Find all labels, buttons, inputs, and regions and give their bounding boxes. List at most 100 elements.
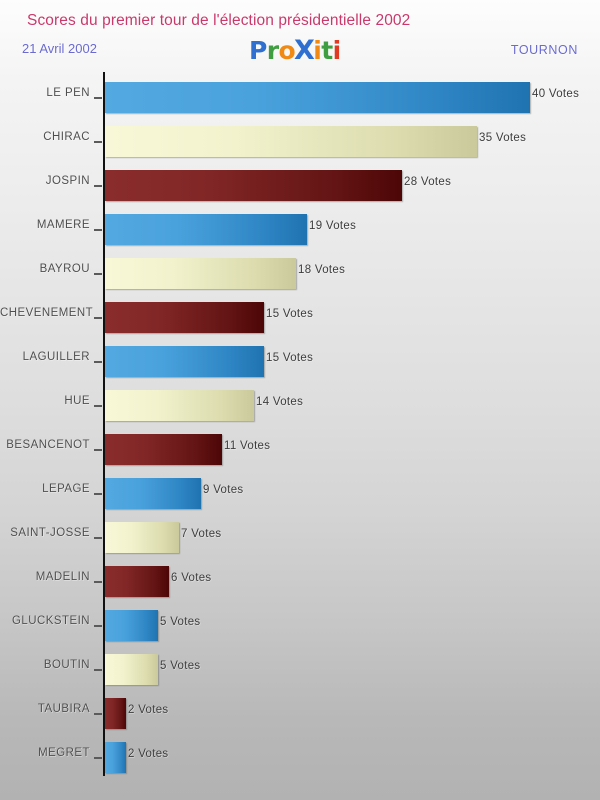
bar-category-label: JOSPIN <box>45 175 90 187</box>
bar-fill <box>105 434 222 465</box>
bar-category-label: CHEVENEMENT <box>0 307 94 319</box>
page-title: Scores du premier tour de l'élection pré… <box>27 12 411 29</box>
bar-row: JOSPIN 28 Votes <box>0 164 600 208</box>
bar-value-label: 6 Votes <box>171 572 212 584</box>
logo-letter-i-second: i <box>332 36 342 65</box>
bar-row: BESANCENOT 11 Votes <box>0 428 600 472</box>
logo-letter-t: t <box>321 36 333 65</box>
axis-tick-mark <box>94 757 102 759</box>
bar-value-label: 19 Votes <box>309 220 357 232</box>
bar-fill <box>105 258 296 289</box>
bar-value-label: 35 Votes <box>479 132 527 144</box>
bar-track <box>105 742 126 773</box>
axis-tick-mark <box>94 537 102 539</box>
bar-fill <box>105 302 264 333</box>
bar-fill <box>105 522 179 553</box>
axis-tick-mark <box>94 493 102 495</box>
bar-value-label: 5 Votes <box>160 660 201 672</box>
bar-track <box>105 126 477 157</box>
bar-category-label: LAGUILLER <box>22 351 90 363</box>
bar-row: GLUCKSTEIN 5 Votes <box>0 604 600 648</box>
bar-row: MADELIN 6 Votes <box>0 560 600 604</box>
logo-letter-i-first: i <box>313 36 322 65</box>
chart-header: Scores du premier tour de l'élection pré… <box>0 0 600 76</box>
bar-fill <box>105 214 307 245</box>
bar-track <box>105 346 264 377</box>
bar-row: BAYROU 18 Votes <box>0 252 600 296</box>
bar-value-label: 2 Votes <box>128 704 169 716</box>
axis-tick-mark <box>94 713 102 715</box>
bar-fill <box>105 698 126 729</box>
axis-tick-mark <box>94 229 102 231</box>
bar-row: LAGUILLER 15 Votes <box>0 340 600 384</box>
bar-category-label: BOUTIN <box>43 659 90 671</box>
bar-category-label: LE PEN <box>46 87 90 99</box>
bar-category-label: TAUBIRA <box>37 703 90 715</box>
bar-chart-plot-area: LE PEN 40 Votes CHIRAC 35 Votes JOSPIN 28 Vot… <box>0 72 600 792</box>
logo-letter-p: P <box>249 36 267 65</box>
bar-fill <box>105 82 530 113</box>
axis-tick-mark <box>94 317 102 319</box>
bar-fill <box>105 610 158 641</box>
axis-tick-mark <box>94 581 102 583</box>
bar-fill <box>105 478 201 509</box>
bar-track <box>105 258 296 289</box>
bar-fill <box>105 346 264 377</box>
axis-tick-mark <box>94 141 102 143</box>
location-label: TOURNON <box>510 43 578 57</box>
bar-track <box>105 214 307 245</box>
bar-track <box>105 566 169 597</box>
bar-track <box>105 434 222 465</box>
bar-value-label: 2 Votes <box>128 748 169 760</box>
bar-category-label: SAINT-JOSSE <box>10 527 90 539</box>
bar-track <box>105 478 201 509</box>
logo-letter-r: r <box>266 36 279 65</box>
bar-value-label: 40 Votes <box>532 88 580 100</box>
election-date-label: 21 Avril 2002 <box>22 41 97 56</box>
bar-category-label: GLUCKSTEIN <box>12 615 90 627</box>
axis-tick-mark <box>94 361 102 363</box>
bar-fill <box>105 170 402 201</box>
bar-fill <box>105 390 254 421</box>
bar-category-label: BESANCENOT <box>6 439 90 451</box>
proxiti-logo: ProXiti <box>249 36 341 66</box>
bar-track <box>105 522 179 553</box>
bar-row: SAINT-JOSSE 7 Votes <box>0 516 600 560</box>
bar-category-label: BAYROU <box>39 263 90 275</box>
bar-track <box>105 302 264 333</box>
axis-tick-mark <box>94 97 102 99</box>
bar-row: HUE 14 Votes <box>0 384 600 428</box>
bar-track <box>105 654 158 685</box>
logo-letter-x: X <box>294 35 315 66</box>
axis-tick-mark <box>94 669 102 671</box>
bar-value-label: 18 Votes <box>298 264 346 276</box>
bar-value-label: 15 Votes <box>266 308 314 320</box>
bar-category-label: MAMERE <box>36 219 90 231</box>
bar-category-label: LEPAGE <box>42 483 90 495</box>
bar-fill <box>105 126 477 157</box>
bar-fill <box>105 654 158 685</box>
bar-category-label: CHIRAC <box>43 131 90 143</box>
bar-fill <box>105 742 126 773</box>
bar-row: LEPAGE 9 Votes <box>0 472 600 516</box>
axis-tick-mark <box>94 405 102 407</box>
bar-value-label: 14 Votes <box>256 396 304 408</box>
bar-track <box>105 390 254 421</box>
bar-value-label: 15 Votes <box>266 352 314 364</box>
bar-track <box>105 698 126 729</box>
bar-row: CHIRAC 35 Votes <box>0 120 600 164</box>
bar-row: CHEVENEMENT 15 Votes <box>0 296 600 340</box>
bar-row: MEGRET 2 Votes <box>0 736 600 780</box>
bar-category-label: MADELIN <box>35 571 90 583</box>
axis-tick-mark <box>94 273 102 275</box>
bar-value-label: 7 Votes <box>181 528 222 540</box>
bar-fill <box>105 566 169 597</box>
axis-tick-mark <box>94 625 102 627</box>
bar-value-label: 9 Votes <box>203 484 244 496</box>
axis-tick-mark <box>94 449 102 451</box>
bar-row: MAMERE 19 Votes <box>0 208 600 252</box>
bar-row: BOUTIN 5 Votes <box>0 648 600 692</box>
logo-letter-o: o <box>278 36 296 65</box>
bar-track <box>105 170 402 201</box>
